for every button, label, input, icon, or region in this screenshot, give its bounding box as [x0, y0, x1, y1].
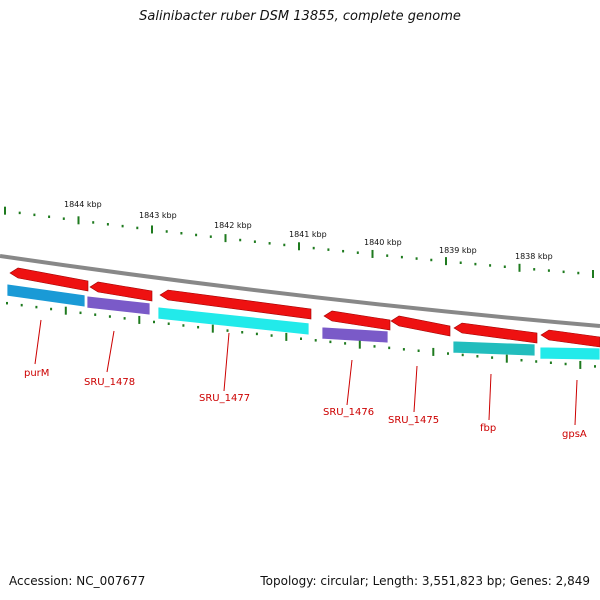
ruler-label: 1842 kbp [214, 221, 252, 230]
cds-bar [157, 306, 310, 336]
cds-bar [539, 346, 600, 361]
ruler-label: 1841 kbp [289, 230, 327, 239]
upper-ruler [4, 206, 594, 278]
gene-label: fbp [480, 423, 496, 434]
ruler-label: 1843 kbp [139, 211, 177, 220]
cds-bar [6, 283, 86, 308]
gene-label: SRU_1478 [84, 377, 135, 388]
gene-label: gpsA [562, 429, 587, 440]
gene-arrow [9, 267, 89, 292]
gene-arrow [540, 329, 600, 348]
gene-label: SRU_1477 [199, 393, 250, 404]
lower-ruler [6, 301, 596, 369]
gene-arrow [453, 322, 538, 344]
ruler-label: 1839 kbp [439, 246, 477, 255]
genome-backbone [0, 254, 600, 328]
cds-bar [452, 340, 536, 357]
gene-label: SRU_1476 [323, 407, 374, 418]
gene-label-leader [106, 330, 115, 373]
ruler-label: 1838 kbp [515, 252, 553, 261]
gene-label: purM [24, 368, 49, 379]
cds-bar [321, 326, 389, 344]
ruler-label: 1840 kbp [364, 238, 402, 247]
gene-label-leader [223, 332, 230, 392]
gene-label-leader [413, 365, 418, 413]
gene-label: SRU_1475 [388, 415, 439, 426]
gene-arrows [9, 267, 600, 348]
cds-bars [6, 283, 600, 361]
gene-label-leader [346, 359, 353, 406]
gene-label-leader [574, 379, 578, 426]
gene-arrow [390, 315, 451, 337]
ruler-labels: 1844 kbp 1843 kbp 1842 kbp 1841 kbp 1840 kbp… [64, 200, 553, 261]
gene-arrow [159, 289, 312, 320]
ruler-label: 1844 kbp [64, 200, 102, 209]
accession-text: Accession: NC_007677 [9, 574, 146, 588]
page-title: Salinibacter ruber DSM 13855, complete g… [139, 9, 461, 24]
gene-arrow [323, 310, 391, 331]
genome-stats-text: Topology: circular; Length: 3,551,823 bp… [260, 574, 590, 588]
gene-arrow [89, 281, 153, 302]
cds-bar [86, 295, 151, 316]
gene-label-leader [34, 319, 42, 365]
gene-label-leader [488, 373, 492, 421]
